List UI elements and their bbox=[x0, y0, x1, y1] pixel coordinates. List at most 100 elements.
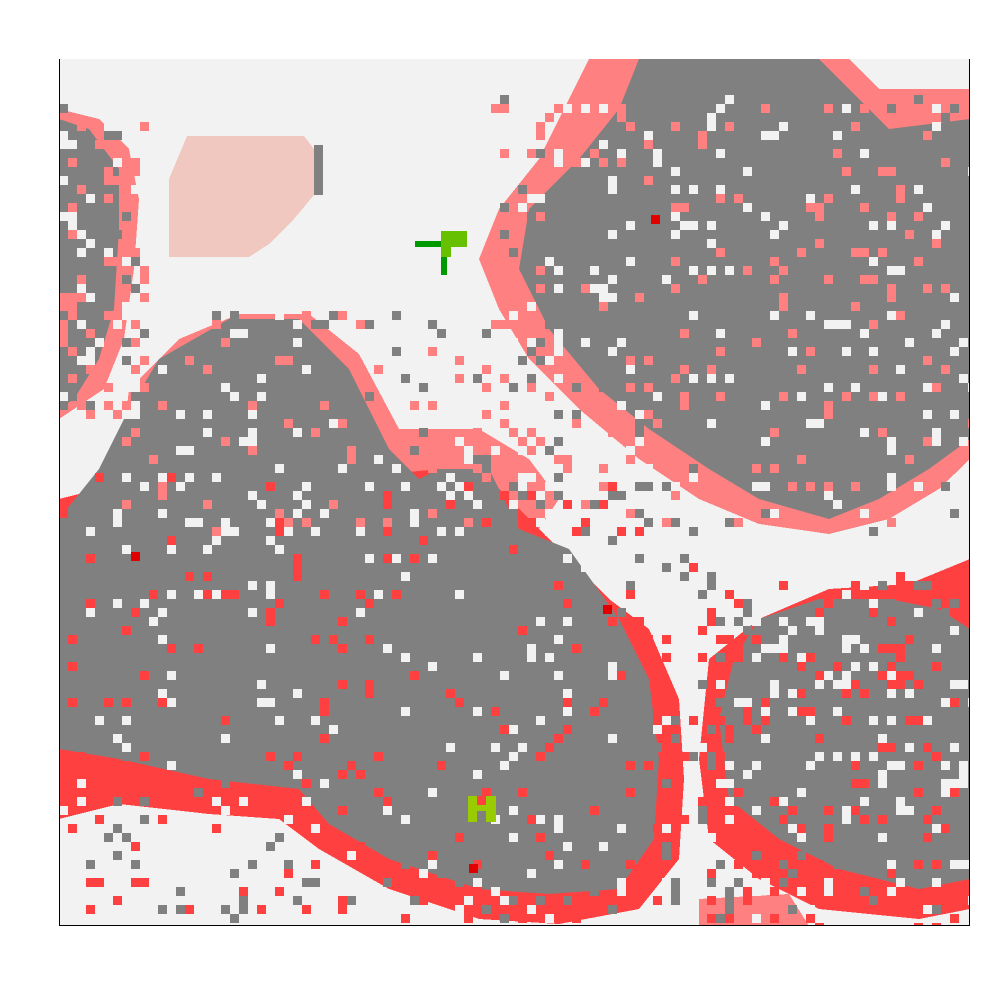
map-canvas[interactable] bbox=[59, 59, 970, 926]
grid-cell bbox=[500, 140, 509, 149]
grid-cell bbox=[266, 608, 275, 617]
grid-cell bbox=[806, 617, 815, 626]
grid-cell bbox=[626, 509, 635, 518]
grid-cell bbox=[617, 878, 626, 887]
grid-cell bbox=[482, 905, 491, 914]
grid-cell bbox=[536, 491, 545, 500]
grid-cell bbox=[374, 590, 383, 599]
grid-cell bbox=[536, 878, 545, 887]
grid-cell bbox=[536, 320, 545, 329]
grid-cell bbox=[869, 527, 878, 536]
grid-cell bbox=[716, 779, 725, 788]
grid-cell bbox=[365, 689, 374, 698]
grid-cell bbox=[266, 491, 275, 500]
grid-cell bbox=[680, 698, 689, 707]
grid-cell bbox=[581, 302, 590, 311]
grid-cell bbox=[185, 509, 194, 518]
grid-cell bbox=[140, 329, 149, 338]
grid-cell bbox=[356, 527, 365, 536]
robot-icon[interactable] bbox=[468, 796, 496, 822]
grid-cell bbox=[644, 518, 653, 527]
grid-cell bbox=[491, 707, 500, 716]
grid-cell bbox=[554, 608, 563, 617]
grid-cell bbox=[887, 599, 896, 608]
grid-cell bbox=[878, 653, 887, 662]
grid-cell bbox=[752, 383, 761, 392]
grid-cell bbox=[536, 356, 545, 365]
grid-cell bbox=[617, 338, 626, 347]
grid-cell bbox=[455, 482, 464, 491]
grid-cell bbox=[851, 248, 860, 257]
grid-cell bbox=[860, 689, 869, 698]
grid-cell bbox=[509, 509, 518, 518]
grid-cell bbox=[167, 761, 176, 770]
grid-cell bbox=[941, 158, 950, 167]
grid-cell bbox=[536, 149, 545, 158]
flag-icon[interactable] bbox=[441, 231, 467, 257]
grid-cell bbox=[806, 905, 815, 914]
grid-cell bbox=[896, 671, 905, 680]
grid-cell bbox=[311, 482, 320, 491]
grid-cell bbox=[869, 662, 878, 671]
grid-cell bbox=[752, 869, 761, 878]
grid-cell bbox=[581, 158, 590, 167]
grid-cell bbox=[536, 131, 545, 140]
grid-cell bbox=[572, 860, 581, 869]
grid-cell bbox=[77, 248, 86, 257]
grid-cell bbox=[230, 446, 239, 455]
grid-cell bbox=[878, 167, 887, 176]
grid-cell bbox=[401, 374, 410, 383]
grid-cell bbox=[257, 392, 266, 401]
grid-cell bbox=[464, 491, 473, 500]
grid-cell bbox=[797, 302, 806, 311]
grid-cell bbox=[725, 491, 734, 500]
grid-cell bbox=[275, 509, 284, 518]
grid-cell bbox=[644, 131, 653, 140]
grid-cell bbox=[590, 275, 599, 284]
grid-cell bbox=[869, 626, 878, 635]
grid-cell bbox=[113, 500, 122, 509]
grid-cell bbox=[86, 329, 95, 338]
grid-cell bbox=[68, 140, 77, 149]
grid-cell bbox=[77, 779, 86, 788]
grid-cell bbox=[770, 797, 779, 806]
grid-cell bbox=[572, 689, 581, 698]
grid-cell bbox=[959, 428, 968, 437]
grid-cell bbox=[338, 464, 347, 473]
grid-cell bbox=[833, 437, 842, 446]
grid-cell bbox=[671, 194, 680, 203]
grid-cell bbox=[815, 680, 824, 689]
grid-cell bbox=[113, 797, 122, 806]
grid-cell bbox=[626, 455, 635, 464]
grid-cell bbox=[824, 401, 833, 410]
grid-cell bbox=[239, 329, 248, 338]
grid-cell bbox=[842, 680, 851, 689]
grid-cell bbox=[437, 482, 446, 491]
grid-cell bbox=[167, 419, 176, 428]
grid-cell bbox=[608, 662, 617, 671]
grid-cell bbox=[248, 410, 257, 419]
grid-cell bbox=[203, 545, 212, 554]
grid-cell bbox=[509, 896, 518, 905]
grid-cell bbox=[788, 734, 797, 743]
grid-cell bbox=[536, 194, 545, 203]
grid-cell bbox=[806, 131, 815, 140]
right-border bbox=[969, 59, 970, 926]
grid-cell bbox=[617, 824, 626, 833]
grid-cell bbox=[905, 734, 914, 743]
grid-cell bbox=[779, 644, 788, 653]
grid-cell bbox=[662, 878, 671, 887]
grid-cell bbox=[302, 527, 311, 536]
grid-cell bbox=[365, 392, 374, 401]
grid-cell bbox=[131, 860, 140, 869]
grid-cell bbox=[113, 824, 122, 833]
grid-cell bbox=[707, 239, 716, 248]
grid-cell bbox=[896, 185, 905, 194]
grid-cell bbox=[815, 671, 824, 680]
grid-cell bbox=[914, 95, 923, 104]
grid-cell bbox=[419, 869, 428, 878]
grid-cell bbox=[446, 653, 455, 662]
grid-cell bbox=[743, 599, 752, 608]
grid-cell bbox=[635, 527, 644, 536]
grid-cell bbox=[248, 446, 257, 455]
